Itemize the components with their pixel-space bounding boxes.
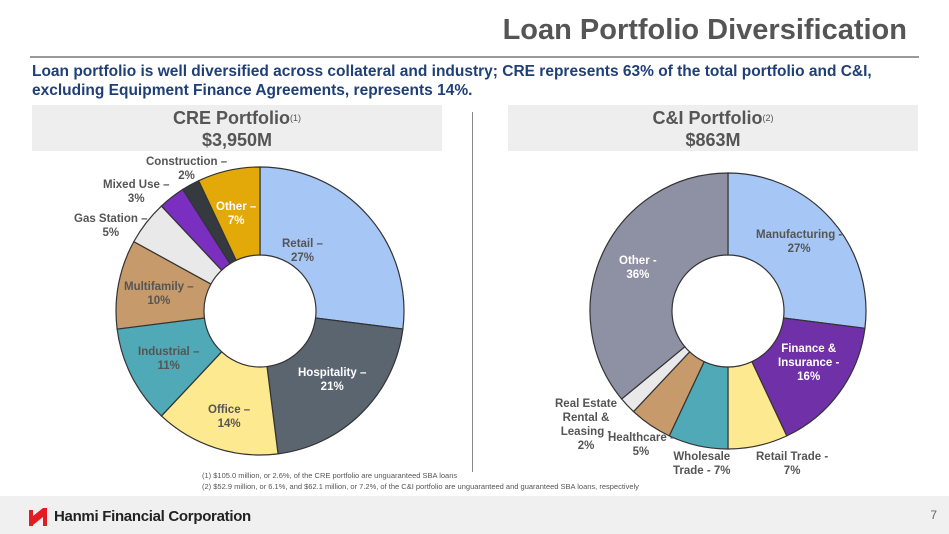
- hanmi-logo-icon: [29, 508, 47, 526]
- ci-title: C&I Portfolio: [652, 108, 763, 128]
- company-name: Hanmi Financial Corporation: [54, 507, 251, 525]
- cre-label-gas-station: Gas Station – 5%: [74, 213, 148, 239]
- cre-label-multifamily: Multifamily – 10%: [124, 281, 194, 307]
- cre-slice-office: [160, 350, 279, 456]
- ci-total: $863M: [685, 130, 741, 150]
- ci-label-real-estate: Real Estate Rental & Leasing - 2%: [555, 398, 618, 452]
- footer-band: [0, 496, 949, 534]
- cre-label-hospitality: Hospitality – 21%: [298, 367, 367, 393]
- cre-label-construction: Construction – 2%: [146, 156, 228, 182]
- ci-label-finance: Finance & Insurance - 16%: [778, 343, 840, 383]
- page-number: 7: [930, 508, 937, 522]
- cre-header: CRE Portfolio(1) $3,950M: [32, 105, 442, 151]
- ci-slice-finance-insurance: [751, 317, 866, 437]
- footnote-2: (2) $52.9 million, or 6.1%, and $62.1 mi…: [202, 482, 639, 491]
- cre-label-other: Other – 7%: [216, 201, 257, 227]
- ci-header: C&I Portfolio(2) $863M: [508, 105, 918, 151]
- ci-footnote-ref: (2): [762, 113, 774, 123]
- cre-label-industrial: Industrial – 11%: [138, 346, 200, 372]
- subtitle: Loan portfolio is well diversified acros…: [32, 63, 872, 99]
- ci-label-healthcare: Healthcare - 5%: [608, 432, 674, 458]
- ci-label-retail-trade: Retail Trade - 7%: [756, 451, 829, 477]
- company-logo: Hanmi Financial Corporation: [28, 506, 251, 526]
- divider: [472, 112, 473, 472]
- cre-slice-hospitality: [266, 317, 404, 455]
- cre-label-retail: Retail – 27%: [282, 238, 323, 264]
- cre-label-office: Office – 14%: [208, 404, 251, 430]
- title-rule: [30, 56, 919, 58]
- ci-label-other: Other - 36%: [619, 255, 657, 281]
- ci-slice-manufacturing: [727, 172, 867, 329]
- page-title: Loan Portfolio Diversification: [502, 14, 907, 46]
- cre-title: CRE Portfolio: [173, 108, 290, 128]
- cre-slice-other: [197, 166, 261, 262]
- ci-slice-other: [589, 172, 729, 400]
- cre-label-mixed-use: Mixed Use – 3%: [103, 179, 170, 205]
- cre-total: $3,950M: [201, 130, 273, 150]
- ci-label-wholesale: Wholesale Trade - 7%: [673, 451, 731, 477]
- cre-slice-retail: [259, 166, 405, 330]
- ci-label-manufacturing: Manufacturing - 27%: [756, 229, 843, 255]
- footnote-1: (1) $105.0 million, or 2.6%, of the CRE …: [202, 471, 458, 480]
- cre-footnote-ref: (1): [290, 113, 301, 123]
